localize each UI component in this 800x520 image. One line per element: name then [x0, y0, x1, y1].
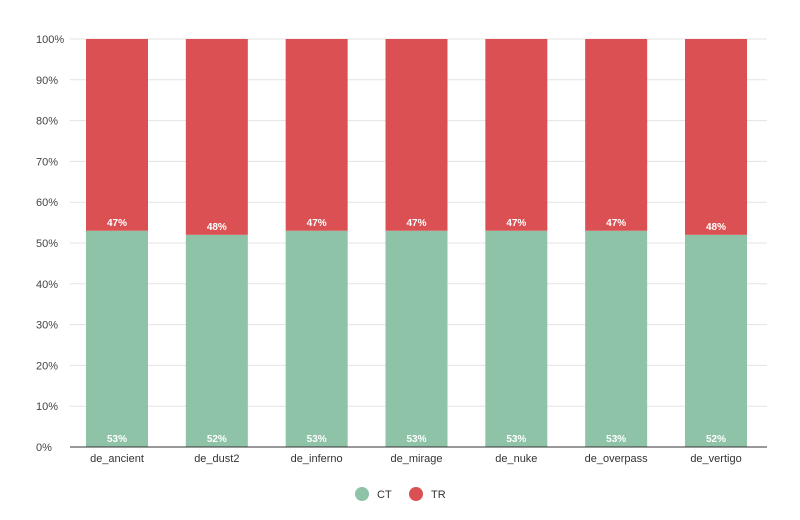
- y-tick-label: 80%: [36, 116, 58, 128]
- y-tick-label: 30%: [36, 320, 58, 332]
- x-tick-label: de_nuke: [495, 453, 537, 465]
- bar-segment-ct: [485, 230, 548, 447]
- data-label-ct: 52%: [706, 434, 726, 445]
- data-label-ct: 52%: [207, 434, 227, 445]
- x-tick-label: de_ancient: [90, 453, 144, 465]
- bar-segment-tr: [285, 39, 348, 231]
- bar-segment-tr: [185, 39, 248, 235]
- data-label-ct: 53%: [506, 434, 526, 445]
- bar-segment-tr: [585, 39, 648, 231]
- data-label-ct: 53%: [107, 434, 127, 445]
- data-label-ct: 53%: [406, 434, 426, 445]
- bar-segment-tr: [485, 39, 548, 231]
- y-tick-label: 10%: [36, 401, 58, 413]
- axes: 0% 10% 20% 30% 40% 50% 60% 70% 80% 90% 100% de_anci…: [36, 34, 767, 465]
- bar-segment-tr: [385, 39, 448, 231]
- data-label-tr: 47%: [406, 218, 426, 229]
- bar-segment-ct: [285, 230, 348, 447]
- y-tick-label: 40%: [36, 279, 58, 291]
- x-tick-label: de_vertigo: [690, 453, 741, 465]
- y-tick-label: 20%: [36, 360, 58, 372]
- y-tick-label: 100%: [36, 34, 64, 46]
- x-tick-label: de_inferno: [291, 453, 343, 465]
- data-label-tr: 48%: [207, 222, 227, 233]
- bar-segment-ct: [685, 234, 747, 447]
- data-labels: 53% 47% 52% 48% 53% 47% 53% 47% 53% 47% 53% 47% 52% 4…: [107, 218, 726, 445]
- legend-marker-tr: [409, 487, 423, 501]
- x-tick-label: de_dust2: [194, 453, 239, 465]
- bar-segment-ct: [86, 230, 148, 447]
- legend: CT TR: [355, 487, 446, 501]
- bar-segment-tr: [685, 39, 747, 235]
- data-label-tr: 47%: [506, 218, 526, 229]
- data-label-tr: 47%: [107, 218, 127, 229]
- y-tick-label: 0%: [36, 442, 52, 454]
- data-label-ct: 53%: [307, 434, 327, 445]
- data-label-tr: 47%: [606, 218, 626, 229]
- bar-segment-ct: [585, 230, 648, 447]
- legend-label-ct: CT: [377, 489, 392, 501]
- bar-segment-ct: [385, 230, 448, 447]
- data-label-ct: 53%: [606, 434, 626, 445]
- legend-label-tr: TR: [431, 489, 446, 501]
- data-label-tr: 47%: [307, 218, 327, 229]
- x-tick-label: de_overpass: [585, 453, 648, 465]
- y-tick-label: 90%: [36, 75, 58, 87]
- legend-marker-ct: [355, 487, 369, 501]
- y-tick-label: 50%: [36, 238, 58, 250]
- data-label-tr: 48%: [706, 222, 726, 233]
- bars: [86, 39, 747, 447]
- bar-segment-tr: [86, 39, 148, 231]
- x-tick-label: de_mirage: [391, 453, 443, 465]
- bar-segment-ct: [185, 234, 248, 447]
- y-tick-label: 60%: [36, 197, 58, 209]
- y-tick-label: 70%: [36, 156, 58, 168]
